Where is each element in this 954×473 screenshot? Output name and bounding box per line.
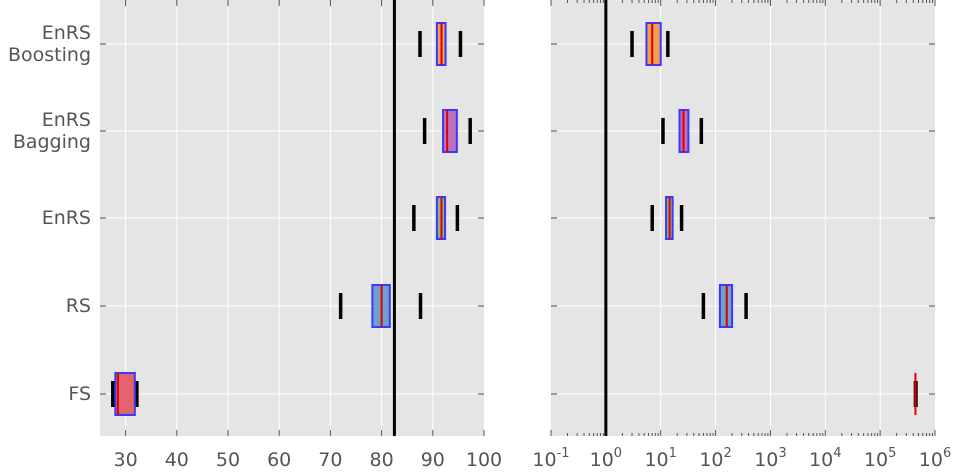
right-panel: 10-1 100 101 102 103 104 105 106: [532, 0, 951, 471]
box-iqr: [114, 372, 136, 416]
x-tick-label: 100: [590, 446, 622, 471]
box-enrs: [412, 196, 460, 240]
category-label: RS: [66, 295, 91, 317]
box-rs: [338, 284, 423, 328]
x-tick-label: 60: [267, 449, 291, 471]
box-iqr: [645, 22, 662, 66]
category-label: FS: [68, 383, 91, 405]
category-label: Bagging: [13, 131, 91, 153]
box-enrs-bagging: [422, 109, 472, 153]
x-tick-label: 100: [466, 449, 502, 471]
category-label: Boosting: [8, 44, 91, 66]
box-enrs-boosting: [418, 22, 463, 66]
category-label: EnRS: [42, 22, 91, 44]
box-fs: [913, 373, 918, 415]
x-tick-label: 101: [644, 446, 676, 471]
box-enrs: [650, 196, 684, 240]
box-rs: [701, 284, 748, 328]
category-label: EnRS: [42, 109, 91, 131]
x-tick-label: 80: [370, 449, 394, 471]
category-label: EnRS: [42, 207, 91, 229]
x-tick-label: 102: [699, 446, 731, 471]
x-tick-label: 106: [919, 446, 951, 471]
x-tick-label: 105: [864, 446, 896, 471]
x-tick-label: 40: [165, 449, 189, 471]
box-iqr: [442, 109, 458, 153]
left-panel: 30 40 50 60 70 80 90 100: [100, 0, 502, 471]
x-tick-label: 104: [809, 446, 841, 471]
x-tick-label: 50: [216, 449, 240, 471]
box-enrs-bagging: [661, 109, 704, 153]
x-tick-label: 30: [114, 449, 138, 471]
x-tick-label: 90: [421, 449, 445, 471]
x-tick-label: 10-1: [532, 446, 569, 471]
x-tick-label: 70: [318, 449, 342, 471]
x-tick-label: 103: [754, 446, 786, 471]
box-enrs-boosting: [630, 22, 670, 66]
box-fs: [111, 372, 139, 416]
